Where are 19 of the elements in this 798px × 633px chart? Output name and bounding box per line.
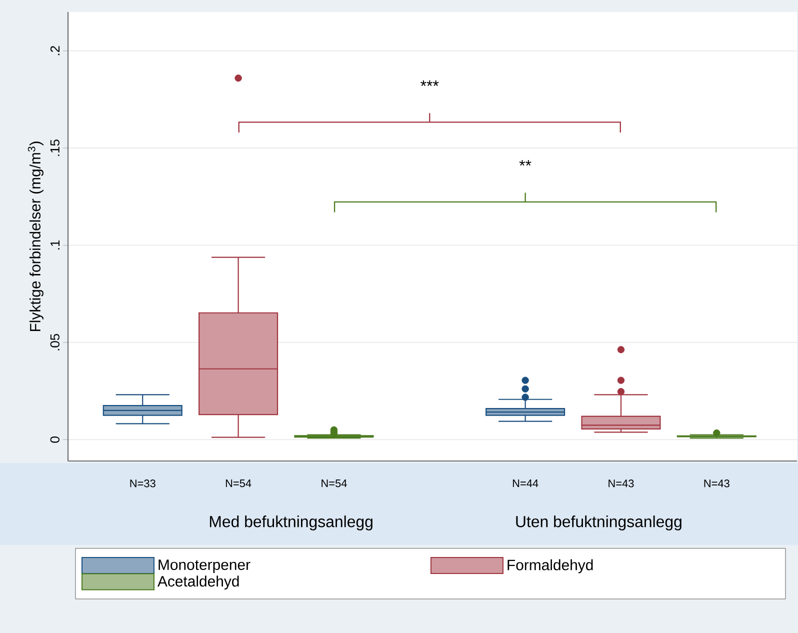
text: Uten befuktningsanlegg	[516, 516, 682, 530]
x-tick-label: N=43	[704, 480, 730, 488]
y-tick-label: .2	[50, 46, 60, 56]
x-tick-label: N=43	[608, 480, 634, 488]
y-tick-label: .05	[50, 334, 60, 350]
text: Med befuktningsanlegg	[210, 516, 372, 530]
x-tick-label: N=33	[130, 480, 156, 488]
y-tick-label: .1	[50, 240, 60, 250]
legend-label: Monoterpener	[158, 560, 250, 573]
x-tick-label: N=54	[226, 480, 252, 488]
x-tick-label: N=54	[322, 480, 347, 488]
y-tick-label: 0	[50, 436, 60, 443]
legend-label: Formaldehyd	[508, 559, 593, 574]
annotation: **	[519, 160, 532, 166]
y-tick-label: .15	[50, 140, 60, 156]
x-tick-label: N=44	[512, 480, 538, 488]
y-axis-title: Flyktige forbindelser (mg/m$^{3}$)	[28, 142, 44, 332]
annotation: ***	[420, 80, 439, 86]
legend-label: Acetaldehyd	[158, 576, 239, 590]
